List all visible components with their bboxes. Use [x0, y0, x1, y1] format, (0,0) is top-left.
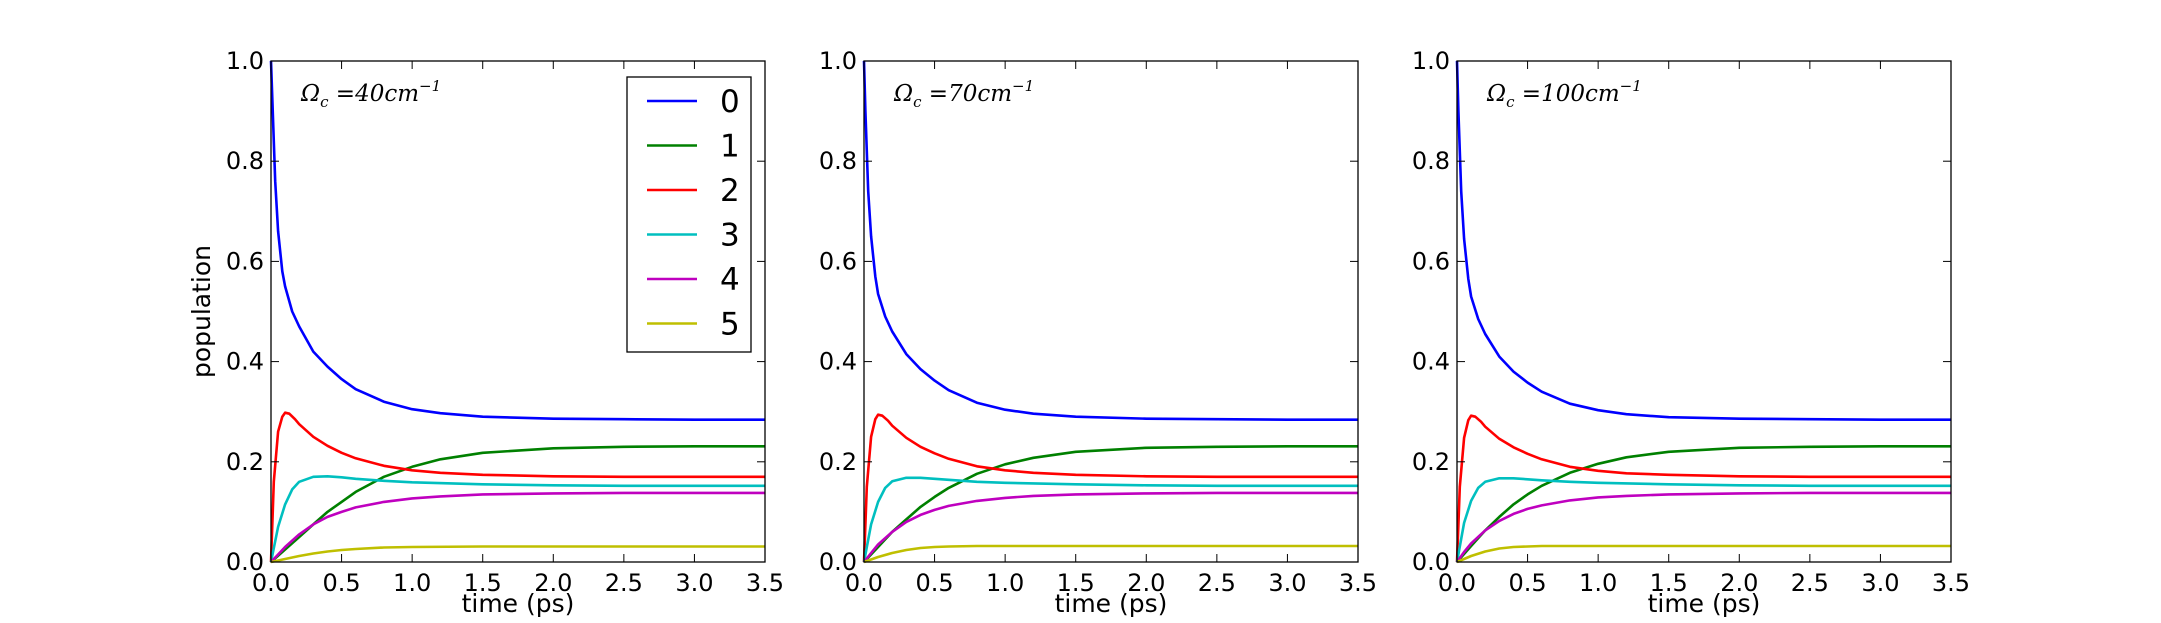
y-tick-label: 0.8	[226, 147, 264, 175]
series-line-2	[1455, 414, 1951, 563]
legend-label-1: 1	[720, 129, 740, 165]
series-line-4	[270, 491, 765, 563]
chart-panel-3: 0.0 0.5 1.0 1.5 2.0 2.5 3.0 3.5 0.0 0.2 0.4 0.6 0.8 1…	[1412, 47, 1970, 618]
series-line-3	[862, 476, 1358, 563]
x-tick-label: 1.0	[1579, 569, 1617, 597]
annotation-symbol: Ω	[300, 81, 320, 107]
series-line-0	[269, 60, 765, 422]
y-tick-label: 1.0	[1412, 47, 1450, 75]
y-tick-label: 0.6	[1412, 247, 1450, 275]
x-tick-label: 0.0	[252, 569, 290, 597]
annotation-symbol: Ω	[893, 81, 913, 107]
x-axis-label: time (ps)	[1648, 589, 1761, 618]
x-tick-label: 3.5	[746, 569, 784, 597]
annotation-superscript: −1	[1620, 77, 1642, 95]
series-line-4	[1455, 491, 1951, 563]
legend: 0 1 2 3 4 5	[626, 76, 752, 353]
y-tick-label: 0.8	[1412, 147, 1450, 175]
annotation-label: Ωc =70cm−1	[893, 77, 1034, 111]
series-line-1	[270, 444, 765, 563]
series-line-0	[862, 60, 1358, 422]
legend-label-5: 5	[720, 307, 740, 343]
y-tick-label: 0.4	[819, 348, 857, 376]
series-line-0	[1455, 60, 1951, 422]
annotation-subscript: c	[1506, 93, 1515, 111]
plot-frame	[270, 60, 766, 563]
legend-label-3: 3	[720, 218, 740, 254]
annotation-subscript: c	[320, 93, 329, 111]
x-tick-label: 0.0	[1438, 569, 1476, 597]
chart-panel-2: 0.0 0.5 1.0 1.5 2.0 2.5 3.0 3.5 0.0 0.2 0.4 0.6 0.8 1…	[819, 47, 1377, 618]
x-tick-label: 1.0	[986, 569, 1024, 597]
x-tick-label: 1.5	[1650, 569, 1688, 597]
y-tick-label: 1.0	[819, 47, 857, 75]
y-tick-label: 0.2	[1412, 448, 1450, 476]
y-tick-label: 0.4	[226, 348, 264, 376]
legend-box	[626, 76, 752, 353]
series-line-4	[862, 491, 1358, 563]
series-line-5	[270, 545, 765, 564]
x-tick-label: 0.5	[322, 569, 360, 597]
x-axis-label: time (ps)	[462, 589, 575, 618]
y-tick-label: 0.8	[819, 147, 857, 175]
series-line-2	[862, 413, 1358, 563]
series-line-5	[863, 544, 1358, 564]
x-tick-label: 1.5	[1057, 569, 1095, 597]
legend-label-2: 2	[720, 173, 740, 209]
x-tick-label: 0.5	[915, 569, 953, 597]
y-tick-label: 0.2	[226, 448, 264, 476]
series-line-3	[269, 474, 765, 563]
chart-panel-1: 0.0 0.5 1.0 1.5 2.0 2.5 3.0 3.5 0.0 0.2 0.4 0.6 0.8 1…	[187, 47, 784, 618]
y-tick-label: 0.0	[819, 548, 857, 576]
legend-label-4: 4	[720, 262, 740, 298]
x-tick-label: 3.0	[1861, 569, 1899, 597]
annotation-superscript: −1	[1012, 77, 1034, 95]
annotation-text: =40cm	[328, 81, 419, 107]
annotation-text: =100cm	[1514, 81, 1619, 107]
legend-label-0: 0	[720, 84, 740, 120]
y-tick-label: 0.6	[819, 247, 857, 275]
x-tick-label: 3.5	[1339, 569, 1377, 597]
x-tick-label: 3.0	[675, 569, 713, 597]
y-tick-label: 0.0	[1412, 548, 1450, 576]
annotation-text: =70cm	[921, 81, 1012, 107]
annotation-label: Ωc =100cm−1	[1486, 77, 1642, 111]
x-tick-label: 0.0	[845, 569, 883, 597]
y-tick-label: 0.4	[1412, 348, 1450, 376]
x-tick-label: 3.5	[1932, 569, 1970, 597]
y-tick-label: 1.0	[226, 47, 264, 75]
x-tick-label: 2.5	[1791, 569, 1829, 597]
series-line-2	[269, 411, 765, 563]
plot-frame	[1456, 60, 1952, 563]
x-tick-label: 2.5	[605, 569, 643, 597]
x-tick-label: 3.0	[1268, 569, 1306, 597]
y-tick-label: 0.2	[819, 448, 857, 476]
y-tick-label: 0.6	[226, 247, 264, 275]
x-tick-label: 2.0	[1127, 569, 1165, 597]
annotation-subscript: c	[913, 93, 922, 111]
y-axis-label: population	[187, 245, 216, 378]
plot-frame	[863, 60, 1359, 563]
series-line-5	[1456, 544, 1951, 564]
series-line-3	[1455, 476, 1951, 563]
annotation-superscript: −1	[419, 77, 441, 95]
y-tick-label: 0.0	[226, 548, 264, 576]
x-tick-label: 1.0	[393, 569, 431, 597]
annotation-symbol: Ω	[1486, 81, 1506, 107]
x-axis-label: time (ps)	[1055, 589, 1168, 618]
x-tick-label: 2.5	[1198, 569, 1236, 597]
x-tick-label: 1.5	[464, 569, 502, 597]
annotation-label: Ωc =40cm−1	[300, 77, 441, 111]
x-tick-label: 2.0	[1720, 569, 1758, 597]
x-tick-label: 2.0	[534, 569, 572, 597]
x-tick-label: 0.5	[1508, 569, 1546, 597]
